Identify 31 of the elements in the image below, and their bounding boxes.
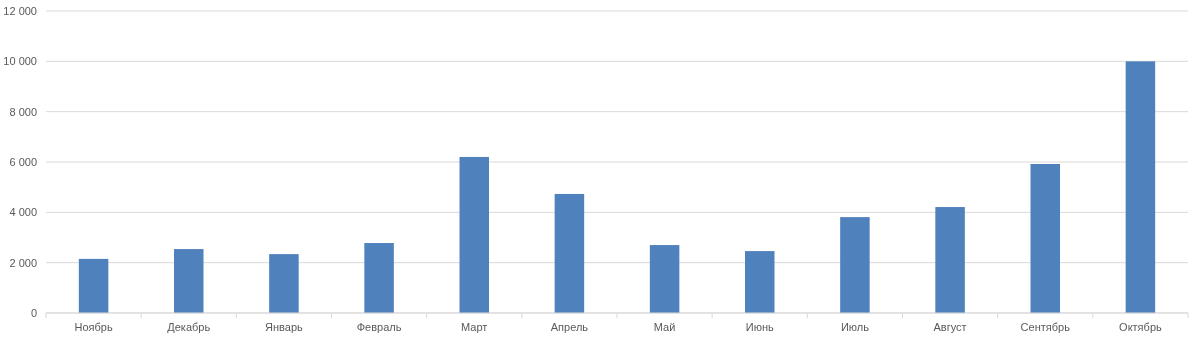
bar: [364, 243, 394, 313]
bar: [935, 207, 965, 313]
x-tick-label: Апрель: [550, 321, 589, 333]
y-tick-label: 12 000: [3, 4, 37, 17]
y-tick-label: 0: [30, 306, 37, 319]
x-tick-label: Май: [653, 321, 676, 333]
y-tick-label: 4 000: [9, 206, 37, 219]
bar: [745, 251, 775, 313]
y-tick-label: 2 000: [9, 256, 37, 269]
x-tick-label: Ноябрь: [74, 321, 113, 333]
bar: [1030, 164, 1060, 313]
x-tick-label: Август: [933, 321, 967, 333]
bar: [840, 217, 870, 313]
bar: [174, 249, 204, 313]
x-tick-label: Июнь: [745, 321, 774, 333]
y-tick-label: 8 000: [9, 105, 37, 118]
x-tick-label: Январь: [265, 321, 304, 333]
bar: [554, 193, 585, 313]
x-tick-label: Февраль: [356, 321, 402, 333]
x-tick-label: Декабрь: [167, 321, 211, 333]
bar: [649, 245, 680, 313]
x-tick-label: Октябрь: [1119, 321, 1162, 333]
bar: [459, 156, 489, 313]
bar: [1125, 61, 1156, 313]
bar: [269, 254, 299, 313]
x-tick-label: Июль: [840, 321, 870, 333]
bar: [78, 258, 109, 313]
y-tick-label: 6 000: [9, 155, 37, 168]
y-tick-label: 10 000: [3, 55, 37, 68]
x-tick-label: Март: [461, 321, 488, 333]
x-tick-label: Сентябрь: [1020, 321, 1071, 333]
